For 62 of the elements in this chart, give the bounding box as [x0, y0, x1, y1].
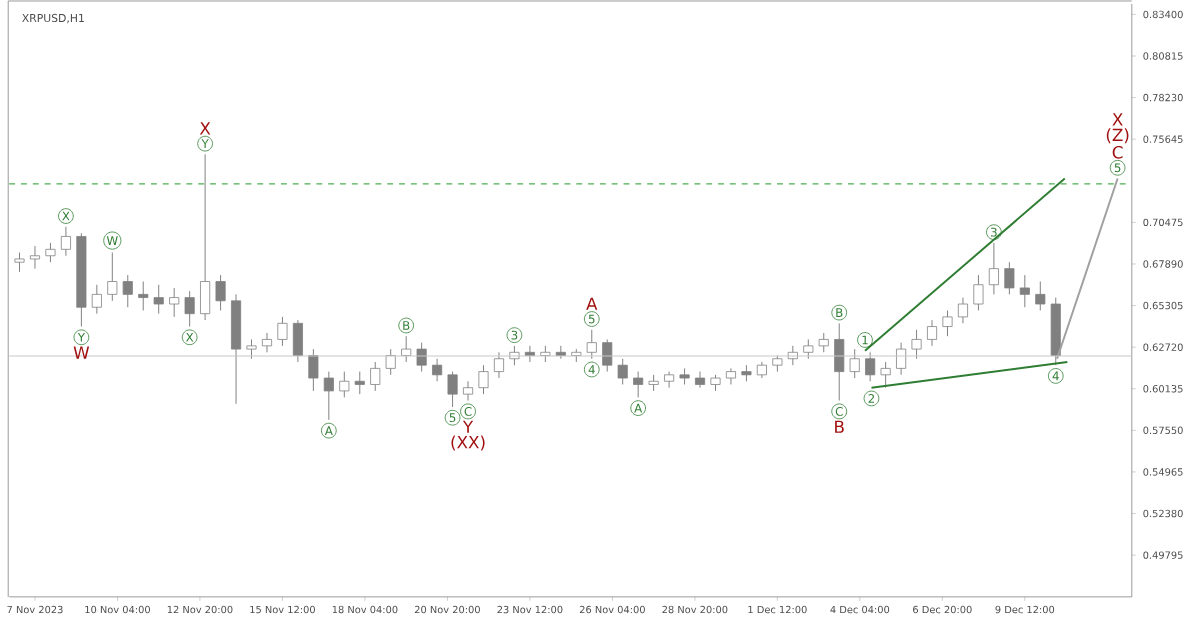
candlestick — [1019, 274, 1030, 308]
candlestick — [834, 322, 845, 402]
annotation: B — [835, 420, 844, 433]
candlestick — [818, 332, 829, 353]
candlestick — [138, 281, 149, 312]
candlestick — [45, 242, 56, 263]
candlestick — [370, 361, 381, 392]
candlestick — [973, 274, 984, 312]
candlestick — [277, 316, 288, 347]
candlestick — [339, 371, 350, 398]
candlestick — [463, 380, 474, 402]
candlestick — [401, 335, 412, 363]
candlestick — [664, 371, 675, 389]
candlestick — [911, 329, 922, 360]
candlestick — [617, 358, 628, 386]
candlestick — [942, 310, 953, 337]
annotation: (XX) — [451, 435, 485, 451]
candlestick — [586, 329, 597, 360]
annotation: C — [1112, 146, 1123, 159]
annotation: (Z) — [1106, 128, 1129, 144]
candlestick — [200, 153, 211, 321]
candlestick — [29, 245, 41, 270]
candlestick — [447, 371, 458, 408]
candlestick — [416, 342, 427, 373]
candlestick — [246, 339, 257, 360]
annotation: W — [73, 346, 90, 359]
candlestick — [849, 348, 860, 379]
candlestick — [493, 351, 505, 379]
candlestick — [354, 371, 365, 395]
candlestick — [957, 297, 968, 324]
annotation: X — [1112, 113, 1123, 126]
annotation: Y — [462, 420, 474, 433]
candlestick — [896, 342, 907, 376]
candlestick — [926, 319, 938, 347]
candlestick — [107, 252, 118, 302]
candlestick — [184, 290, 195, 328]
candlestick — [602, 339, 613, 373]
candlestick — [261, 332, 273, 353]
candlestick — [988, 242, 999, 295]
candlestick — [880, 361, 891, 389]
candlestick — [292, 319, 303, 363]
candlestick — [308, 348, 319, 392]
candlestick — [153, 284, 164, 315]
candlestick — [1035, 281, 1046, 312]
candlestick — [14, 252, 25, 273]
candlestick — [385, 348, 396, 376]
candlestick — [478, 364, 489, 395]
candlestick — [633, 371, 644, 398]
annotation: A — [586, 297, 598, 310]
candlestick — [169, 287, 180, 318]
candlestick — [1004, 261, 1015, 295]
candlestick — [122, 274, 133, 308]
candlestick — [432, 358, 443, 382]
candlestick — [725, 367, 736, 386]
candlestick — [865, 351, 876, 382]
candlestick — [215, 274, 226, 312]
annotation: X — [199, 122, 211, 135]
candlestick — [60, 226, 71, 257]
candlestick — [91, 284, 102, 315]
candlestick — [323, 371, 334, 421]
candlestick — [694, 371, 706, 389]
candlestick — [803, 339, 814, 360]
